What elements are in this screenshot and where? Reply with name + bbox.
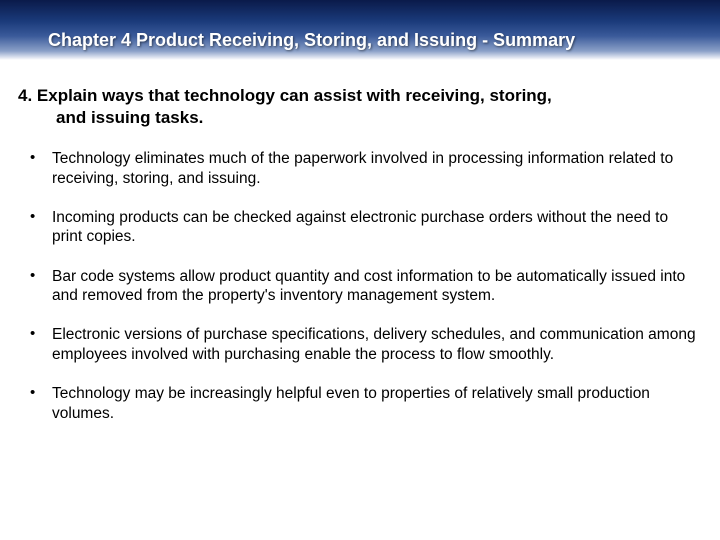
list-item: Electronic versions of purchase specific…: [18, 325, 698, 364]
list-item: Incoming products can be checked against…: [18, 208, 698, 247]
list-item: Bar code systems allow product quantity …: [18, 267, 698, 306]
content-area: 4. Explain ways that technology can assi…: [18, 85, 698, 443]
objective-text-line1: Explain ways that technology can assist …: [37, 86, 552, 105]
objective-number: 4.: [18, 86, 32, 105]
slide: Chapter 4 Product Receiving, Storing, an…: [0, 0, 720, 540]
header-bar: Chapter 4 Product Receiving, Storing, an…: [0, 0, 720, 60]
learning-objective: 4. Explain ways that technology can assi…: [18, 85, 698, 129]
slide-title: Chapter 4 Product Receiving, Storing, an…: [48, 30, 575, 51]
objective-text-line2: and issuing tasks.: [26, 107, 698, 129]
list-item: Technology may be increasingly helpful e…: [18, 384, 698, 423]
bullet-list: Technology eliminates much of the paperw…: [18, 149, 698, 423]
list-item: Technology eliminates much of the paperw…: [18, 149, 698, 188]
